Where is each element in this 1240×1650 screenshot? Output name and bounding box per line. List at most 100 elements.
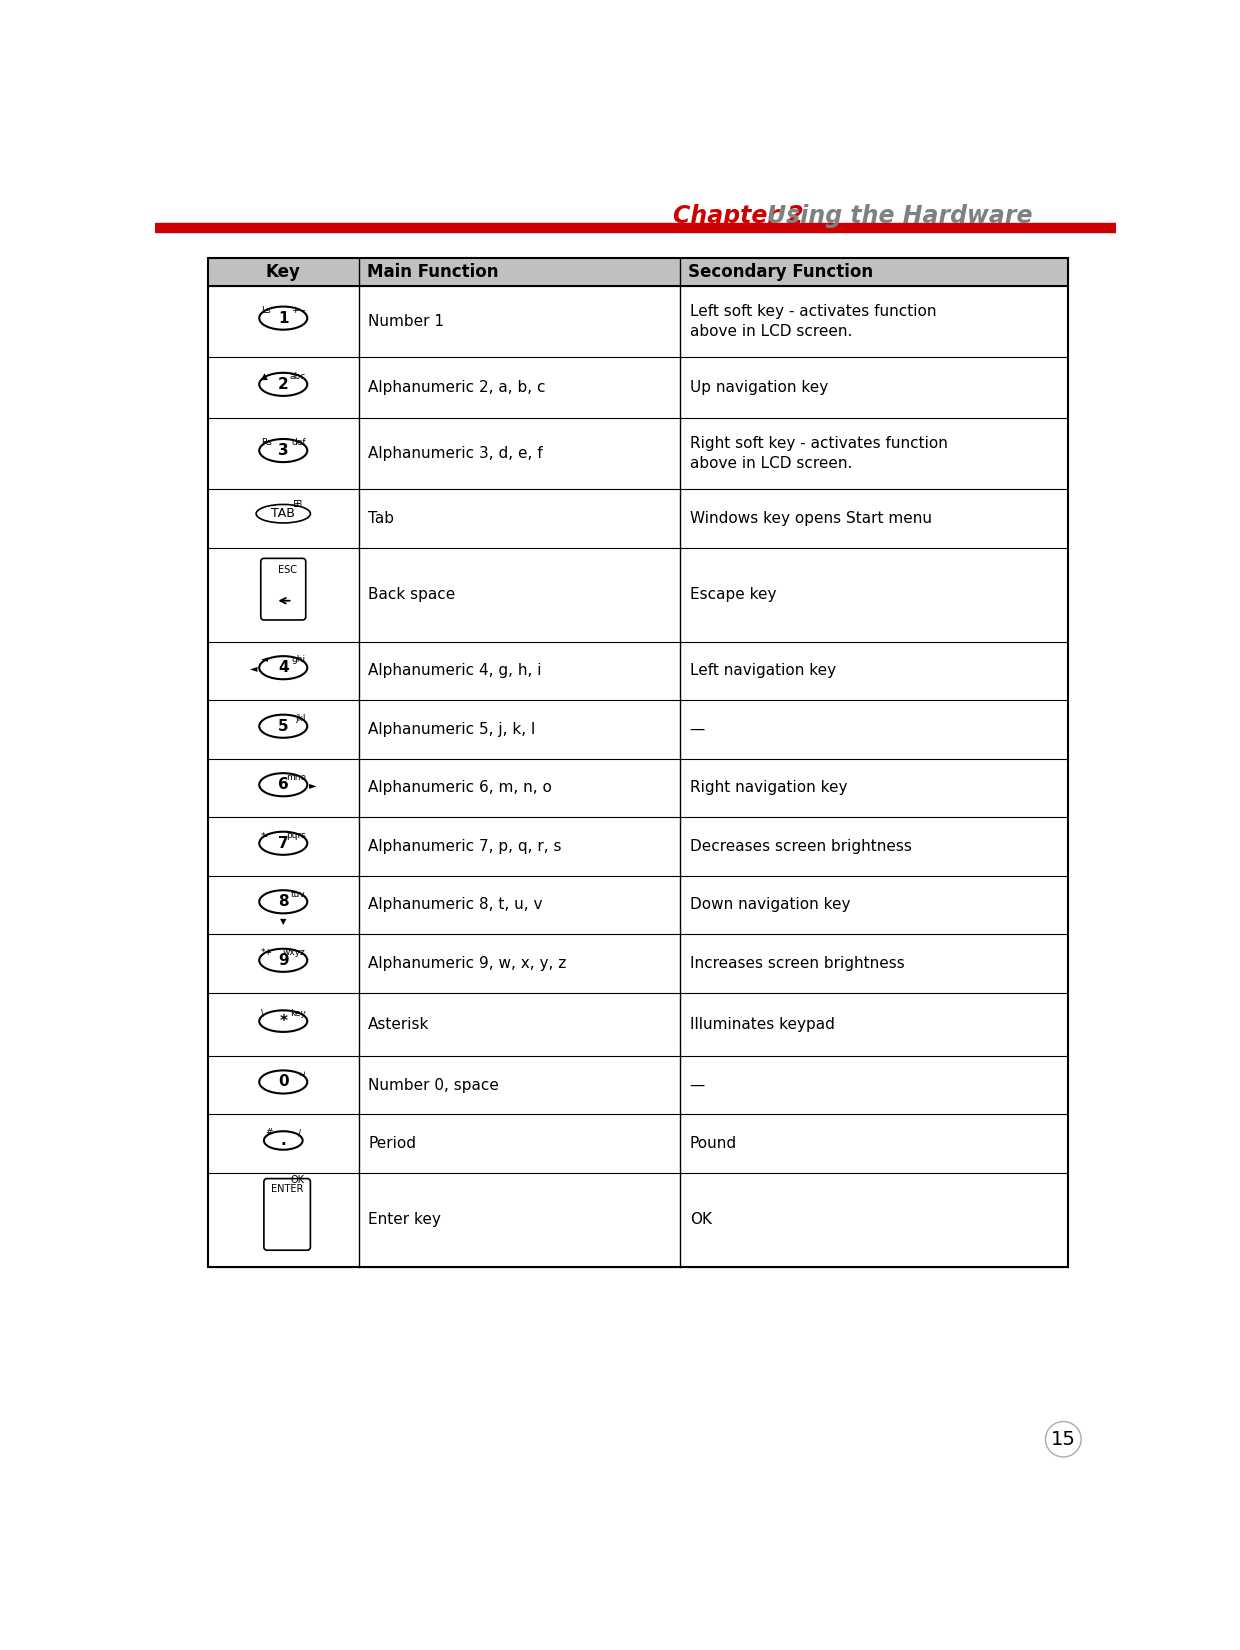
Text: *-: *-: [260, 832, 269, 840]
Bar: [358, 934, 681, 993]
Text: \: \: [260, 1008, 264, 1018]
Text: —: —: [689, 1077, 706, 1092]
Text: Rs: Rs: [260, 439, 272, 447]
Bar: [358, 285, 681, 356]
Bar: [207, 257, 1068, 1267]
Text: wxyz: wxyz: [283, 949, 306, 957]
Bar: [207, 285, 358, 356]
Text: 8: 8: [278, 894, 289, 909]
Text: ghi: ghi: [291, 655, 306, 665]
Text: Alphanumeric 6, m, n, o: Alphanumeric 6, m, n, o: [368, 780, 552, 795]
Ellipse shape: [259, 949, 308, 972]
Text: *: *: [279, 1013, 288, 1028]
Bar: [207, 1114, 358, 1173]
Bar: [207, 488, 358, 548]
Bar: [681, 356, 1068, 417]
Text: OK: OK: [291, 1175, 305, 1185]
Bar: [358, 356, 681, 417]
Bar: [681, 817, 1068, 876]
Bar: [207, 1173, 358, 1267]
Text: + -: + -: [293, 305, 306, 315]
Text: mno: mno: [285, 772, 306, 782]
Text: Ls: Ls: [260, 305, 270, 315]
Text: 1: 1: [278, 310, 289, 325]
Bar: [681, 1114, 1068, 1173]
Text: ⊞: ⊞: [293, 498, 301, 508]
Text: OK: OK: [689, 1213, 712, 1228]
Bar: [207, 817, 358, 876]
Text: Illuminates keypad: Illuminates keypad: [689, 1016, 835, 1031]
Text: Escape key: Escape key: [689, 587, 776, 602]
Ellipse shape: [259, 891, 308, 914]
Ellipse shape: [259, 657, 308, 680]
Bar: [358, 759, 681, 817]
Bar: [358, 1173, 681, 1267]
Text: TAB: TAB: [272, 507, 295, 520]
Text: Tab: Tab: [368, 512, 394, 526]
Text: Asterisk: Asterisk: [368, 1016, 429, 1031]
Bar: [207, 1056, 358, 1114]
Text: 2: 2: [278, 376, 289, 391]
FancyBboxPatch shape: [264, 1178, 310, 1251]
Text: /: /: [298, 1129, 301, 1137]
Bar: [207, 993, 358, 1056]
Text: 7: 7: [278, 837, 289, 851]
Bar: [681, 257, 1068, 285]
Text: Main Function: Main Function: [367, 262, 498, 281]
Text: 0: 0: [278, 1074, 289, 1089]
Bar: [358, 993, 681, 1056]
Bar: [358, 417, 681, 488]
Text: Alphanumeric 3, d, e, f: Alphanumeric 3, d, e, f: [368, 446, 543, 460]
Text: Back space: Back space: [368, 587, 455, 602]
Text: Chapter 2: Chapter 2: [672, 203, 804, 228]
Text: Alphanumeric 9, w, x, y, z: Alphanumeric 9, w, x, y, z: [368, 955, 567, 970]
Text: Key: Key: [265, 262, 301, 281]
Bar: [358, 548, 681, 642]
Text: #: #: [265, 1129, 273, 1137]
Bar: [358, 642, 681, 700]
Circle shape: [1045, 1422, 1081, 1457]
Bar: [155, 223, 1116, 233]
Text: ►: ►: [309, 780, 316, 790]
Text: .: .: [280, 1134, 286, 1148]
Ellipse shape: [257, 505, 310, 523]
Bar: [358, 257, 681, 285]
Text: Period: Period: [368, 1137, 417, 1152]
Text: abc: abc: [289, 373, 306, 381]
Bar: [207, 257, 358, 285]
Bar: [681, 285, 1068, 356]
Text: Alphanumeric 4, g, h, i: Alphanumeric 4, g, h, i: [368, 663, 542, 678]
Bar: [681, 642, 1068, 700]
Bar: [207, 417, 358, 488]
Text: —: —: [689, 721, 706, 738]
Bar: [681, 548, 1068, 642]
Text: jkl: jkl: [295, 714, 306, 723]
Bar: [681, 876, 1068, 934]
Text: Pound: Pound: [689, 1137, 737, 1152]
Text: Increases screen brightness: Increases screen brightness: [689, 955, 904, 970]
Text: 15: 15: [1050, 1431, 1076, 1449]
Text: 3: 3: [278, 444, 289, 459]
Ellipse shape: [259, 373, 308, 396]
Ellipse shape: [259, 714, 308, 738]
Text: 4: 4: [278, 660, 289, 675]
Ellipse shape: [259, 1071, 308, 1094]
Text: Decreases screen brightness: Decreases screen brightness: [689, 838, 911, 853]
Text: def: def: [291, 439, 306, 447]
Bar: [681, 759, 1068, 817]
Text: ENTER: ENTER: [272, 1185, 304, 1195]
Text: Number 0, space: Number 0, space: [368, 1077, 498, 1092]
Text: key: key: [290, 1008, 306, 1018]
Text: 5: 5: [278, 719, 289, 734]
Bar: [681, 700, 1068, 759]
Text: Secondary Function: Secondary Function: [688, 262, 873, 281]
Bar: [358, 1056, 681, 1114]
Ellipse shape: [259, 774, 308, 797]
Text: ◄: ◄: [260, 655, 268, 665]
Text: Alphanumeric 8, t, u, v: Alphanumeric 8, t, u, v: [368, 898, 543, 912]
Bar: [358, 488, 681, 548]
Ellipse shape: [259, 1010, 308, 1031]
Text: *+: *+: [260, 949, 273, 957]
Text: ▼: ▼: [280, 917, 286, 926]
Bar: [681, 934, 1068, 993]
